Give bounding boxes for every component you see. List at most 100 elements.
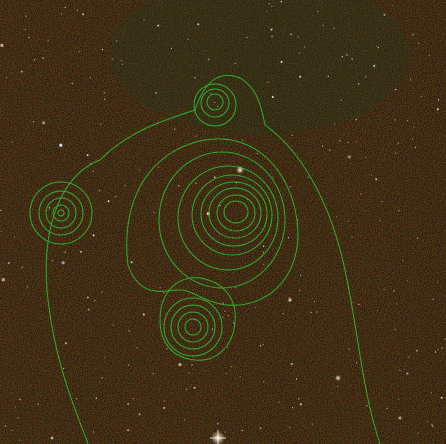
- star: [101, 291, 103, 293]
- bright-star: [50, 436, 54, 440]
- star: [224, 431, 226, 433]
- star: [17, 417, 19, 419]
- star: [351, 58, 353, 60]
- star: [432, 298, 434, 300]
- star: [227, 346, 229, 348]
- star: [217, 105, 219, 107]
- star: [239, 375, 241, 378]
- star: [103, 92, 105, 94]
- star: [322, 145, 324, 147]
- star: [213, 176, 216, 179]
- star: [428, 54, 430, 56]
- star: [430, 392, 432, 394]
- star: [19, 398, 21, 401]
- star: [438, 99, 440, 101]
- star: [163, 400, 165, 402]
- star: [246, 36, 248, 39]
- star: [214, 101, 216, 104]
- star: [127, 402, 130, 405]
- star: [268, 3, 270, 5]
- star: [174, 128, 176, 130]
- star: [435, 351, 437, 353]
- star: [210, 92, 212, 94]
- star: [163, 292, 165, 294]
- lower-source-contour-1: [159, 277, 236, 361]
- star: [65, 342, 67, 345]
- star: [272, 176, 274, 178]
- star: [219, 205, 221, 207]
- star: [78, 51, 80, 53]
- star: [184, 419, 186, 421]
- star: [299, 274, 302, 276]
- central-source-contour-4: [191, 174, 273, 256]
- star: [49, 208, 51, 210]
- star: [280, 60, 283, 63]
- star: [11, 141, 13, 143]
- star: [26, 286, 28, 288]
- star: [355, 119, 357, 121]
- star: [25, 15, 27, 17]
- star: [234, 62, 236, 64]
- star: [341, 56, 343, 58]
- star: [127, 429, 130, 432]
- star: [417, 237, 419, 239]
- bright-star: [335, 375, 341, 381]
- star: [444, 338, 446, 340]
- star: [365, 157, 367, 159]
- star: [270, 28, 273, 31]
- star: [407, 280, 409, 282]
- star: [230, 366, 233, 368]
- star: [64, 6, 66, 8]
- star: [408, 356, 410, 358]
- star: [263, 245, 265, 247]
- star: [158, 166, 160, 168]
- star: [153, 211, 155, 213]
- star: [98, 190, 100, 192]
- star: [60, 13, 62, 15]
- star: [152, 373, 154, 375]
- star: [92, 431, 95, 433]
- star: [263, 381, 265, 383]
- star: [298, 52, 300, 54]
- star: [327, 75, 329, 77]
- star: [18, 439, 21, 441]
- star: [347, 155, 351, 159]
- star: [340, 99, 342, 101]
- star: [333, 27, 335, 29]
- star: [217, 423, 219, 425]
- star: [241, 429, 243, 432]
- star: [79, 250, 82, 253]
- lower-source-contour-2: [163, 297, 223, 357]
- top-source-contour-2: [200, 88, 230, 118]
- star: [289, 186, 291, 188]
- star: [225, 373, 228, 375]
- star: [13, 236, 15, 238]
- star: [138, 413, 141, 416]
- star: [132, 398, 134, 400]
- star: [339, 140, 341, 142]
- star: [437, 282, 439, 284]
- top-source-contour-3: [206, 93, 224, 111]
- central-source-contour-8: [223, 200, 249, 224]
- star: [365, 76, 367, 78]
- star: [207, 58, 210, 61]
- star: [94, 299, 96, 301]
- star: [112, 324, 114, 326]
- star: [101, 49, 104, 51]
- star: [351, 236, 353, 238]
- star: [317, 10, 319, 13]
- star: [138, 169, 140, 171]
- star: [347, 141, 349, 144]
- central-source-contour-1: [126, 138, 299, 306]
- left-source-contour-5: [57, 209, 65, 217]
- star: [115, 196, 117, 198]
- star: [4, 425, 6, 427]
- star: [224, 310, 226, 312]
- star: [280, 1, 282, 3]
- star: [393, 290, 395, 292]
- star: [375, 178, 378, 181]
- star: [440, 396, 443, 399]
- star: [0, 230, 2, 232]
- star: [396, 302, 398, 304]
